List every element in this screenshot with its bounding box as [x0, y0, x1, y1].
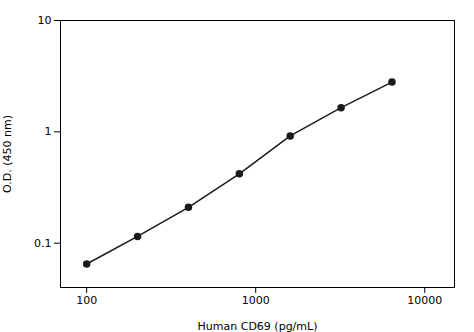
svg-text:10000: 10000	[407, 294, 442, 307]
svg-text:100: 100	[76, 294, 97, 307]
svg-text:1: 1	[45, 125, 52, 138]
svg-text:0.1: 0.1	[34, 237, 52, 250]
svg-text:O.D. (450 nm): O.D. (450 nm)	[1, 115, 14, 193]
svg-text:10: 10	[38, 14, 52, 27]
svg-text:1000: 1000	[242, 294, 270, 307]
svg-text:Human CD69 (pg/mL): Human CD69 (pg/mL)	[198, 320, 318, 332]
